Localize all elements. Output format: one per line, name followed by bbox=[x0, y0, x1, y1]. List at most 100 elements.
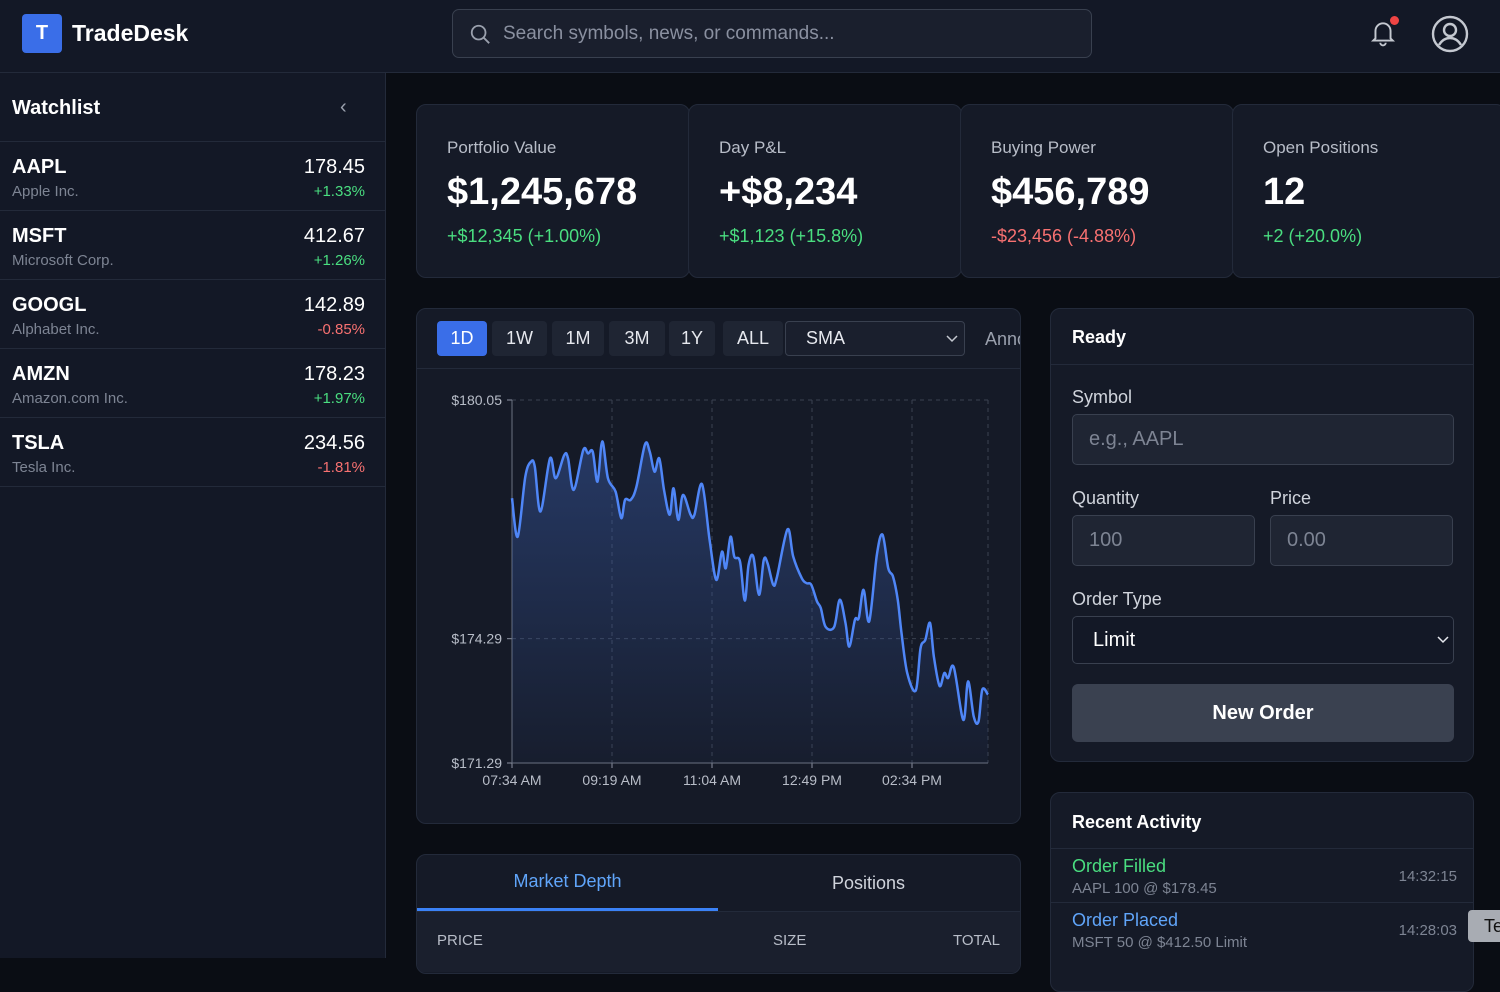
column-size: SIZE bbox=[773, 932, 807, 949]
chevron-down-icon bbox=[946, 335, 958, 343]
table-header: PRICE SIZE TOTAL bbox=[417, 912, 1020, 972]
symbol-input[interactable] bbox=[1072, 414, 1454, 465]
stat-card: Buying Power $456,789 -$23,456 (-4.88%) bbox=[960, 104, 1234, 278]
watchlist-change: -0.85% bbox=[317, 321, 365, 338]
watchlist-title: Watchlist bbox=[12, 97, 101, 119]
chevron-down-icon bbox=[1437, 636, 1449, 644]
order-type-value: Limit bbox=[1093, 628, 1136, 651]
watchlist-item[interactable]: GOOGL Alphabet Inc. 142.89 -0.85% bbox=[0, 279, 385, 348]
activity-item[interactable]: Order Filled AAPL 100 @ $178.45 14:32:15 bbox=[1051, 848, 1473, 902]
stat-label: Day P&L bbox=[719, 138, 787, 157]
user-avatar-icon[interactable] bbox=[1430, 14, 1470, 54]
brand-name: TradeDesk bbox=[72, 20, 189, 46]
watchlist-company: Tesla Inc. bbox=[12, 459, 76, 476]
column-price: PRICE bbox=[437, 932, 483, 949]
activity-title: Order Placed bbox=[1072, 910, 1179, 930]
range-button-3m[interactable]: 3M bbox=[609, 321, 665, 356]
watchlist-change: +1.97% bbox=[313, 390, 365, 407]
watchlist-symbol: AMZN bbox=[12, 363, 70, 385]
stat-card: Portfolio Value $1,245,678 +$12,345 (+1.… bbox=[416, 104, 690, 278]
watchlist-symbol: MSFT bbox=[12, 225, 67, 247]
tooltip: Te bbox=[1468, 910, 1500, 942]
stat-change: -$23,456 (-4.88%) bbox=[991, 226, 1137, 246]
logo: T bbox=[22, 14, 62, 53]
stat-label: Open Positions bbox=[1263, 138, 1379, 157]
stat-value: $456,789 bbox=[991, 171, 1150, 213]
range-button-1y[interactable]: 1Y bbox=[669, 321, 715, 356]
order-panel: Ready Symbol Quantity Price Order Type L… bbox=[1050, 308, 1474, 762]
activity-item[interactable]: Order Placed MSFT 50 @ $412.50 Limit 14:… bbox=[1051, 902, 1473, 956]
range-button-1d[interactable]: 1D bbox=[437, 321, 487, 356]
recent-activity-title: Recent Activity bbox=[1072, 812, 1202, 832]
symbol-label: Symbol bbox=[1072, 387, 1133, 407]
x-tick-label: 11:04 AM bbox=[683, 772, 741, 788]
search-input[interactable] bbox=[503, 22, 1063, 45]
tab-market-depth[interactable]: Market Depth bbox=[417, 855, 718, 911]
price-input[interactable] bbox=[1270, 515, 1453, 566]
y-tick-label: $180.05 bbox=[451, 392, 502, 408]
bell-icon[interactable] bbox=[1370, 19, 1396, 47]
order-type-label: Order Type bbox=[1072, 589, 1162, 609]
column-total: TOTAL bbox=[953, 932, 1000, 949]
search-icon bbox=[470, 24, 490, 44]
annotations-button[interactable]: Annotations bbox=[985, 329, 1020, 349]
watchlist-company: Microsoft Corp. bbox=[12, 252, 114, 269]
range-button-all[interactable]: ALL bbox=[723, 321, 783, 356]
price-area-fill bbox=[512, 441, 988, 763]
activity-detail: AAPL 100 @ $178.45 bbox=[1072, 880, 1217, 897]
watchlist-price: 178.23 bbox=[303, 363, 365, 385]
stat-label: Buying Power bbox=[991, 138, 1096, 157]
watchlist-change: +1.26% bbox=[313, 252, 365, 269]
watchlist-item[interactable]: AMZN Amazon.com Inc. 178.23 +1.97% bbox=[0, 348, 385, 417]
watchlist-item[interactable]: TSLA Tesla Inc. 234.56 -1.81% bbox=[0, 417, 385, 486]
stat-card: Open Positions 12 +2 (+20.0%) bbox=[1232, 104, 1500, 278]
divider bbox=[0, 486, 385, 487]
y-tick-label: $174.29 bbox=[451, 631, 502, 647]
activity-time: 14:28:03 bbox=[1398, 922, 1457, 939]
stat-value: $1,245,678 bbox=[447, 171, 638, 213]
watchlist-company: Alphabet Inc. bbox=[12, 321, 100, 338]
indicator-value: SMA bbox=[806, 328, 846, 348]
stat-change: +$1,123 (+15.8%) bbox=[719, 226, 864, 246]
collapse-chevron-left-icon[interactable]: ‹ bbox=[340, 96, 347, 118]
stat-value: 12 bbox=[1263, 171, 1306, 213]
range-button-1w[interactable]: 1W bbox=[492, 321, 547, 356]
watchlist-price: 234.56 bbox=[303, 432, 365, 454]
watchlist-symbol: AAPL bbox=[12, 156, 67, 178]
order-type-select[interactable]: Limit bbox=[1072, 616, 1454, 664]
watchlist-item[interactable]: AAPL Apple Inc. 178.45 +1.33% bbox=[0, 141, 385, 210]
watchlist-change: -1.81% bbox=[317, 459, 365, 476]
watchlist-company: Amazon.com Inc. bbox=[12, 390, 128, 407]
quantity-input[interactable] bbox=[1072, 515, 1255, 566]
indicator-select[interactable]: SMA bbox=[785, 321, 965, 356]
watchlist-change: +1.33% bbox=[313, 183, 365, 200]
watchlist-sidebar bbox=[0, 73, 386, 958]
stat-label: Portfolio Value bbox=[447, 138, 557, 157]
activity-detail: MSFT 50 @ $412.50 Limit bbox=[1072, 934, 1248, 951]
bottom-tabs-panel: Market Depth Positions PRICE SIZE TOTAL bbox=[416, 854, 1021, 974]
search-bar[interactable] bbox=[452, 9, 1092, 58]
watchlist-price: 142.89 bbox=[303, 294, 365, 316]
order-status: Ready bbox=[1072, 327, 1127, 347]
price-label: Price bbox=[1270, 488, 1312, 508]
tab-positions[interactable]: Positions bbox=[831, 872, 906, 893]
new-order-button[interactable]: New Order bbox=[1072, 684, 1454, 742]
price-line bbox=[510, 440, 990, 725]
recent-activity-panel: Recent Activity Order Filled AAPL 100 @ … bbox=[1050, 792, 1474, 992]
watchlist-item[interactable]: MSFT Microsoft Corp. 412.67 +1.26% bbox=[0, 210, 385, 279]
stat-change: +2 (+20.0%) bbox=[1263, 226, 1363, 246]
notification-dot bbox=[1390, 16, 1399, 25]
price-chart[interactable]: 07:34 AM 09:19 AM 11:04 AM 12:49 PM 02:34 PM… bbox=[417, 309, 1021, 824]
quantity-label: Quantity bbox=[1072, 488, 1140, 508]
x-tick-label: 12:49 PM bbox=[782, 772, 842, 788]
watchlist-price: 178.45 bbox=[303, 156, 365, 178]
range-button-1m[interactable]: 1M bbox=[552, 321, 604, 356]
y-tick-label: $171.29 bbox=[451, 755, 502, 771]
activity-title: Order Filled bbox=[1072, 856, 1167, 876]
watchlist-symbol: GOOGL bbox=[12, 294, 87, 316]
stat-value: +$8,234 bbox=[719, 171, 858, 213]
activity-time: 14:32:15 bbox=[1398, 868, 1457, 885]
stat-card: Day P&L +$8,234 +$1,123 (+15.8%) bbox=[688, 104, 962, 278]
x-tick-label: 09:19 AM bbox=[582, 772, 641, 788]
